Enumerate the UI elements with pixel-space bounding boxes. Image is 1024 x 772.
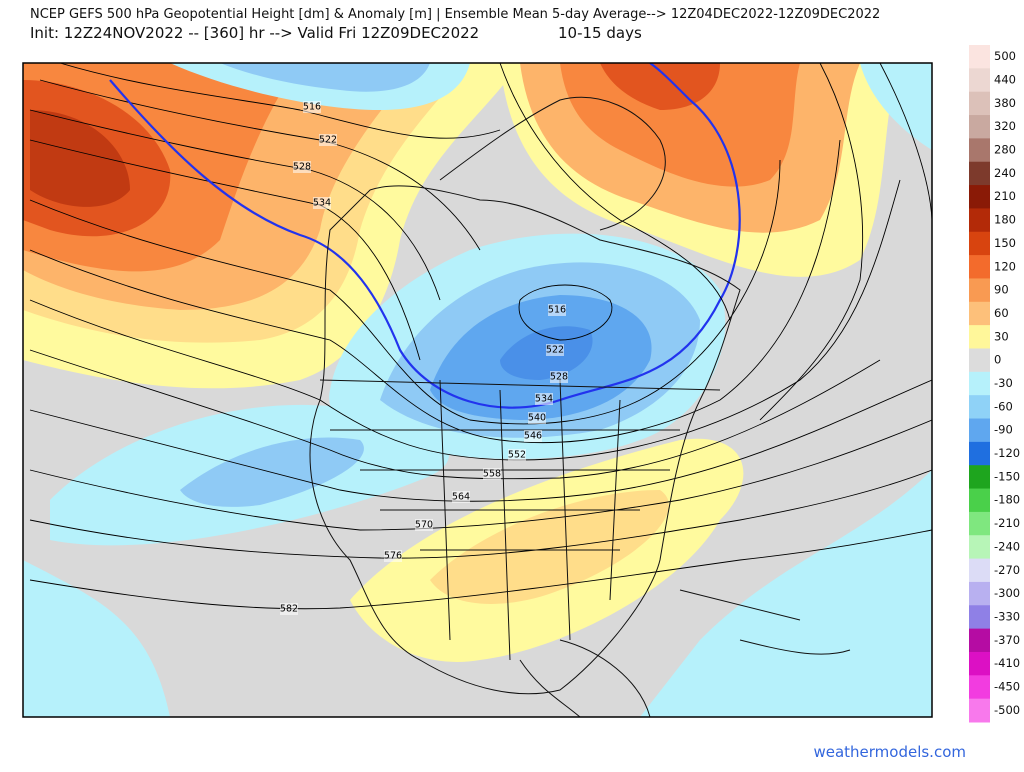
contour-label-bg xyxy=(528,412,546,424)
contour-label-bg xyxy=(550,371,568,383)
contour-label-bg xyxy=(303,101,321,113)
colorbar-swatch xyxy=(969,301,990,326)
colorbar-swatch xyxy=(969,325,990,349)
colorbar-label: -150 xyxy=(994,469,1020,483)
colorbar-swatch xyxy=(969,395,990,420)
colorbar-swatch xyxy=(969,278,990,303)
colorbar-swatch xyxy=(969,348,990,373)
colorbar-label: 210 xyxy=(994,189,1016,203)
colorbar-swatch xyxy=(969,465,990,490)
colorbar-label: -120 xyxy=(994,446,1020,460)
contour-label-bg xyxy=(483,468,501,480)
colorbar-swatch xyxy=(969,511,990,536)
colorbar-label: -210 xyxy=(994,516,1020,530)
contour-label-bg xyxy=(524,430,542,442)
colorbar-label: -90 xyxy=(994,423,1013,437)
contour-label: 552 xyxy=(508,450,526,461)
contour-label: 558 xyxy=(483,469,501,480)
colorbar-swatch xyxy=(969,371,990,396)
contour-label: 522 xyxy=(319,135,337,146)
colorbar-label: -370 xyxy=(994,633,1020,647)
colorbar-swatch xyxy=(969,115,990,139)
colorbar-swatch xyxy=(969,441,990,466)
map-frame xyxy=(22,62,933,718)
contour-label: 534 xyxy=(313,198,331,209)
colorbar-swatch xyxy=(969,651,990,676)
contour-label: 564 xyxy=(452,492,470,503)
colorbar-label: -270 xyxy=(994,563,1020,577)
contour-label: 570 xyxy=(415,520,433,531)
colorbar-label: -450 xyxy=(994,679,1020,693)
credit: weathermodels.com xyxy=(813,743,966,761)
colorbar-swatch xyxy=(969,558,990,583)
colorbar-swatch xyxy=(969,68,990,93)
colorbar-swatch xyxy=(969,185,990,209)
colorbar-label: -330 xyxy=(994,609,1020,623)
colorbar: 500 440 380 320 280 240 210 180 150 120 90 60 30 0 -30… xyxy=(969,45,1020,723)
colorbar-label: 0 xyxy=(994,353,1001,367)
contour-label-bg xyxy=(313,197,331,209)
contour-label-bg xyxy=(415,519,433,531)
init-line: Init: 12Z24NOV2022 -- [360] hr --> Valid… xyxy=(30,24,479,42)
colorbar-label: 150 xyxy=(994,236,1016,250)
colorbar-label: -240 xyxy=(994,539,1020,553)
colorbar-swatch xyxy=(969,45,990,69)
colorbar-label: 120 xyxy=(994,259,1016,273)
colorbar-swatch xyxy=(969,418,990,443)
colorbar-label: 380 xyxy=(994,96,1016,110)
contour-label: 522 xyxy=(546,345,564,356)
colorbar-label: 440 xyxy=(994,73,1016,87)
colorbar-swatch xyxy=(969,628,990,653)
colorbar-swatch xyxy=(969,91,990,116)
colorbar-label: -300 xyxy=(994,586,1020,600)
colorbar-swatch xyxy=(969,161,990,186)
contour-label-bg xyxy=(548,304,566,316)
colorbar-label: 240 xyxy=(994,166,1016,180)
contour-label: 540 xyxy=(528,413,546,424)
contour-label: 534 xyxy=(535,394,553,405)
colorbar-label: 180 xyxy=(994,213,1016,227)
contour-label: 516 xyxy=(303,102,321,113)
colorbar-label: 280 xyxy=(994,143,1016,157)
contour-label-bg xyxy=(280,603,298,615)
colorbar-swatch xyxy=(969,581,990,606)
contour-label: 546 xyxy=(524,431,542,442)
colorbar-swatch xyxy=(969,605,990,630)
colorbar-label: -180 xyxy=(994,493,1020,507)
colorbar-label: -500 xyxy=(994,703,1020,717)
period: 10-15 days xyxy=(558,24,642,42)
contour-label-bg xyxy=(319,134,337,146)
colorbar-swatch xyxy=(969,698,990,723)
contour-label-bg xyxy=(452,491,470,503)
colorbar-label: -410 xyxy=(994,656,1020,670)
contour-label: 582 xyxy=(280,604,298,615)
contour-labels: 516 522 528 534 516 522 528 534 540 546 552 558 564 5… xyxy=(280,101,568,615)
colorbar-label: 60 xyxy=(994,306,1009,320)
colorbar-swatch xyxy=(969,675,990,700)
colorbar-swatch xyxy=(969,535,990,560)
contour-label-bg xyxy=(384,550,402,562)
colorbar-label: 90 xyxy=(994,283,1009,297)
contour-label: 528 xyxy=(550,372,568,383)
contour-label-bg xyxy=(293,161,311,173)
colorbar-swatch xyxy=(969,138,990,163)
contour-label-bg xyxy=(508,449,526,461)
contour-label: 516 xyxy=(548,305,566,316)
colorbar-label: 320 xyxy=(994,119,1016,133)
colorbar-swatch xyxy=(969,488,990,513)
colorbar-label: -30 xyxy=(994,376,1013,390)
contour-label: 576 xyxy=(384,551,402,562)
colorbar-swatch xyxy=(969,255,990,279)
colorbar-swatch xyxy=(969,231,990,256)
colorbar-label: 30 xyxy=(994,329,1009,343)
title: NCEP GEFS 500 hPa Geopotential Height [d… xyxy=(30,7,880,22)
colorbar-label: -60 xyxy=(994,399,1013,413)
colorbar-label: 500 xyxy=(994,49,1016,63)
contour-label: 528 xyxy=(293,162,311,173)
contour-label-bg xyxy=(546,344,564,356)
colorbar-swatch xyxy=(969,208,990,233)
map xyxy=(23,63,932,717)
contour-label-bg xyxy=(535,393,553,405)
